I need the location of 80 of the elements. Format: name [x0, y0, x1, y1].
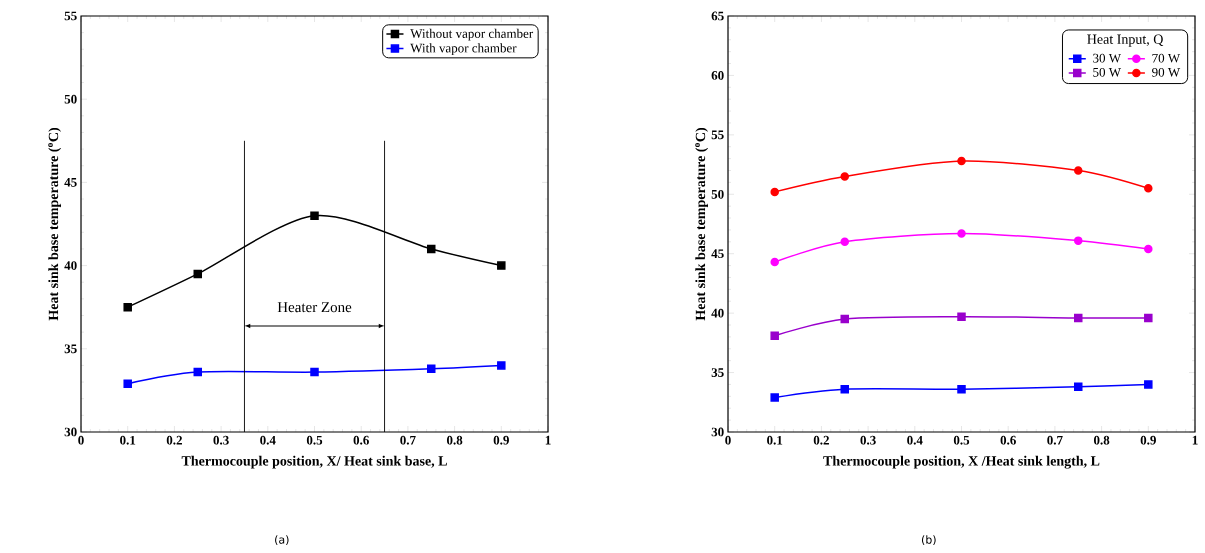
x-tick-label: 0.7 — [400, 435, 416, 445]
point — [427, 364, 436, 373]
point — [957, 156, 966, 166]
x-tick-label: 0.7 — [1047, 435, 1063, 445]
point — [840, 384, 850, 394]
x-tick-label: 0.2 — [813, 435, 829, 445]
point — [1074, 382, 1083, 392]
point — [310, 211, 319, 220]
x-tick-label: 1 — [1192, 435, 1198, 445]
point — [770, 257, 779, 267]
y-tick-label: 30 — [711, 427, 724, 437]
y-tick-label: 60 — [711, 71, 724, 80]
x-tick-label: 0 — [725, 435, 731, 445]
text: (a) — [275, 535, 289, 546]
point — [770, 187, 779, 197]
point — [957, 312, 966, 321]
x-tick-label: 0.8 — [446, 435, 463, 445]
legend-title: Heat Input, Q — [1087, 34, 1164, 47]
point — [957, 229, 966, 238]
point — [770, 393, 779, 402]
point — [193, 269, 203, 279]
y-axis-title: Heat sink base temperature ($^{o}$C) — [48, 127, 62, 321]
y-tick-label: 45 — [64, 178, 77, 187]
x-tick-label: 0.3 — [213, 435, 229, 445]
point — [1144, 380, 1153, 389]
x-tick-label: 0.3 — [860, 435, 876, 445]
x-tick-label: 0.9 — [1140, 435, 1156, 445]
y-tick-label: 30 — [64, 427, 77, 437]
point — [497, 261, 506, 270]
legend-label: 70 W — [1152, 53, 1181, 63]
y-tick-label: 40 — [64, 261, 77, 270]
x-tick-label: 0.1 — [767, 435, 783, 445]
x-tick-label: 0.1 — [120, 435, 136, 445]
y-tick-label: 55 — [64, 11, 77, 21]
x-axis-title: Thermocouple position, X /Heat sink length, L — [823, 455, 1100, 469]
y-tick-label: 65 — [711, 11, 724, 21]
legend-label: 30 W — [1093, 53, 1122, 63]
point — [840, 314, 850, 324]
y-tick-label: 40 — [711, 308, 724, 318]
point — [840, 172, 850, 181]
point — [1074, 166, 1083, 175]
text: (b) — [921, 535, 936, 546]
y-tick-label: 35 — [711, 368, 724, 377]
point — [1144, 184, 1153, 193]
y-tick-label: 45 — [711, 249, 724, 259]
annotation: Heater Zone — [277, 302, 352, 313]
point — [1074, 236, 1083, 245]
x-tick-label: 0.4 — [260, 435, 276, 445]
point — [310, 367, 319, 377]
x-axis-title: Thermocouple position, X/ Heat sink base, L — [181, 455, 447, 469]
point — [123, 379, 132, 388]
legend-label: Without vapor chamber — [410, 28, 534, 41]
legend-label: 90 W — [1152, 67, 1181, 77]
point — [957, 384, 966, 394]
x-tick-label: 0.6 — [353, 435, 369, 445]
x-tick-label: 0.8 — [1093, 435, 1110, 445]
point — [1144, 313, 1153, 323]
x-tick-label: 0 — [78, 435, 84, 445]
y-tick-label: 55 — [711, 130, 724, 140]
legend-label: 50 W — [1093, 67, 1122, 77]
x-tick-label: 0.9 — [493, 435, 509, 445]
point — [193, 367, 203, 377]
point — [840, 237, 850, 247]
x-tick-label: 0.4 — [907, 435, 923, 445]
y-axis-title: Heat sink base temperature ($^{o}$C) — [695, 127, 709, 321]
y-tick-label: 50 — [64, 94, 77, 104]
x-tick-label: 0.5 — [306, 435, 323, 445]
y-tick-label: 50 — [711, 189, 724, 199]
point — [497, 361, 506, 370]
point — [1074, 313, 1083, 323]
point — [123, 302, 132, 312]
point — [1144, 244, 1153, 254]
point — [427, 244, 436, 254]
point — [770, 331, 779, 340]
y-tick-label: 35 — [64, 344, 77, 354]
x-tick-label: 0.5 — [953, 435, 970, 445]
x-tick-label: 1 — [545, 435, 551, 445]
x-tick-label: 0.2 — [166, 435, 182, 445]
x-tick-label: 0.6 — [1000, 435, 1016, 445]
legend-label: With vapor chamber — [410, 43, 517, 56]
